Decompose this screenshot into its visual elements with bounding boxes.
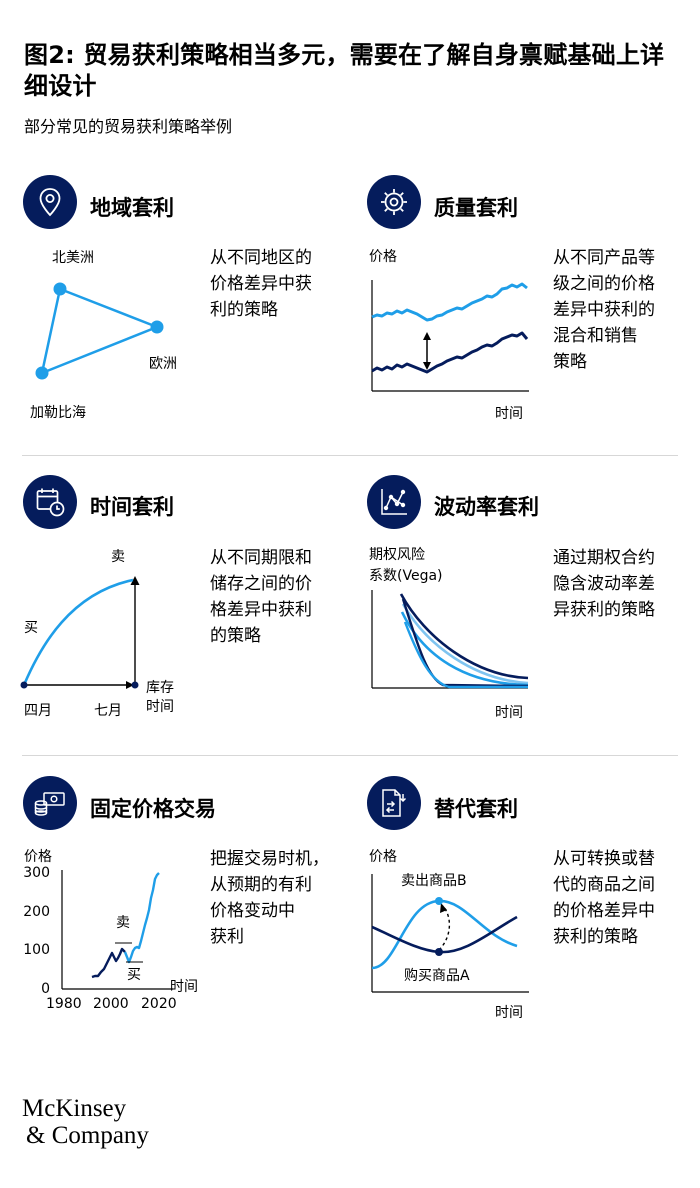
fixed-price-line-early xyxy=(91,947,126,979)
quality-low-grade-line xyxy=(371,331,529,374)
document-swap-icon xyxy=(367,776,421,830)
page-subtitle: 部分常见的贸易获利策略举例 xyxy=(24,117,233,136)
buy-point-a xyxy=(435,948,443,956)
substitute-buy-label: 购买商品A xyxy=(404,968,470,984)
fixed-y-label: 价格 xyxy=(24,849,52,865)
time-storage-label: 库存 时间 xyxy=(146,680,174,715)
caribbean-node xyxy=(35,366,49,380)
geo-arbitrage-description: 从不同地区的 价格差异中获 利的策略 xyxy=(210,248,312,320)
time-arbitrage-description: 从不同期限和 储存之间的价 格差异中获利 的策略 xyxy=(210,548,312,646)
money-stack-icon xyxy=(23,776,77,830)
quality-y-label: 价格 xyxy=(369,249,397,265)
time-x-tick-july: 七月 xyxy=(94,703,122,719)
fixed-x-label: 时间 xyxy=(170,979,198,995)
fixed-y-tick-0: 0 xyxy=(41,981,50,997)
calendar-clock-icon xyxy=(23,475,77,529)
europe-label: 欧洲 xyxy=(149,356,177,372)
geo-arbitrage-title: 地域套利 xyxy=(90,196,174,220)
time-buy-label: 买 xyxy=(24,620,38,636)
network-chart-icon xyxy=(367,475,421,529)
volatility-y-label: 期权风险 系数(Vega) xyxy=(369,547,443,584)
time-forward-curve xyxy=(22,578,134,686)
section-divider-1 xyxy=(22,455,678,456)
substitute-arbitrage-description: 从可转换或替 代的商品之间 的价格差异中 获利的策略 xyxy=(553,849,655,947)
time-start-point xyxy=(20,681,28,689)
fixed-buy-label: 买 xyxy=(127,967,141,983)
quality-arbitrage-title: 质量套利 xyxy=(434,196,518,220)
vega-curve-1 xyxy=(399,593,529,680)
time-sell-label: 卖 xyxy=(111,549,125,565)
north-america-label: 北美洲 xyxy=(52,250,94,266)
time-x-tick-april: 四月 xyxy=(24,703,52,719)
volatility-arbitrage-title: 波动率套利 xyxy=(434,495,539,519)
mckinsey-logo: McKinsey & Company xyxy=(22,1095,149,1149)
vega-curve-5 xyxy=(403,621,528,689)
sell-point-b xyxy=(435,897,443,905)
substitute-y-label: 价格 xyxy=(369,849,397,865)
location-pin-icon xyxy=(23,175,77,229)
volatility-arbitrage-chart xyxy=(371,590,529,689)
fixed-y-tick-300: 300 xyxy=(23,865,50,881)
quality-high-grade-line xyxy=(371,282,528,322)
time-end-point xyxy=(131,681,139,689)
gear-icon xyxy=(367,175,421,229)
quality-arbitrage-description: 从不同产品等 级之间的价格 差异中获利的 混合和销售 策略 xyxy=(553,248,655,372)
quality-arbitrage-chart xyxy=(371,280,529,392)
substitute-arbitrage-title: 替代套利 xyxy=(434,797,518,821)
fixed-sell-label: 卖 xyxy=(116,915,130,931)
fixed-x-tick-2020: 2020 xyxy=(141,996,177,1012)
substitute-sell-label: 卖出商品B xyxy=(401,873,467,889)
vega-curve-3 xyxy=(400,611,529,687)
fixed-y-tick-100: 100 xyxy=(23,942,50,958)
fixed-y-tick-200: 200 xyxy=(23,904,50,920)
time-arbitrage-chart xyxy=(20,576,140,689)
fixed-x-tick-2000: 2000 xyxy=(93,996,129,1012)
fixed-price-chart xyxy=(61,870,173,990)
quality-x-label: 时间 xyxy=(495,406,523,422)
fixed-price-title: 固定价格交易 xyxy=(90,797,216,821)
volatility-x-label: 时间 xyxy=(495,705,523,721)
time-arbitrage-title: 时间套利 xyxy=(90,495,174,519)
geo-route-triangle xyxy=(40,287,161,376)
fixed-price-line-late xyxy=(123,872,160,964)
vega-curve-2 xyxy=(401,603,529,685)
substitute-arbitrage-chart xyxy=(371,874,529,993)
geo-arbitrage-diagram xyxy=(35,282,164,380)
caribbean-label: 加勒比海 xyxy=(30,405,86,421)
substitute-x-label: 时间 xyxy=(495,1005,523,1021)
fixed-price-description: 把握交易时机， 从预期的有利 价格变动中 获利 xyxy=(210,849,329,947)
north-america-node xyxy=(53,282,67,296)
fixed-x-tick-1980: 1980 xyxy=(46,996,82,1012)
page-title: 图2: 贸易获利策略相当多元，需要在了解自身禀赋基础上详细设计 xyxy=(24,41,665,100)
volatility-arbitrage-description: 通过期权合约 隐含波动率差 异获利的策略 xyxy=(553,548,655,620)
europe-node xyxy=(150,320,164,334)
section-divider-2 xyxy=(22,755,678,756)
